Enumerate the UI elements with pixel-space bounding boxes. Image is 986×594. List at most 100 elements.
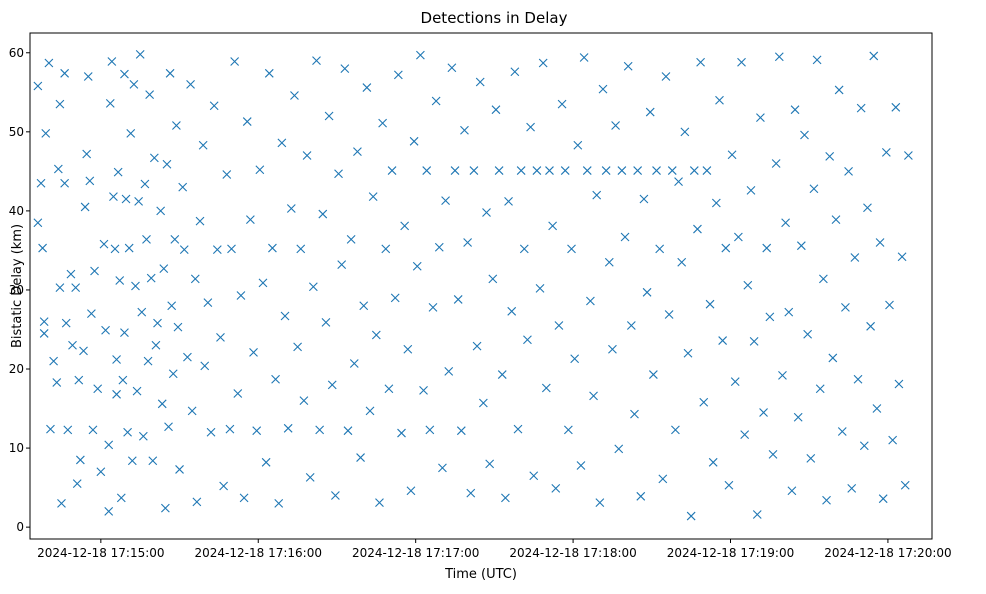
data-point xyxy=(460,125,469,135)
data-point xyxy=(595,498,605,508)
data-point xyxy=(236,291,246,300)
x-tick-label: 2024-12-18 17:17:00 xyxy=(352,546,479,560)
y-axis-label: Bistatic Delay (km) xyxy=(10,224,25,348)
data-point xyxy=(639,194,649,204)
data-point xyxy=(79,346,88,356)
data-point xyxy=(762,243,772,253)
data-point xyxy=(167,301,177,311)
data-point xyxy=(75,455,85,465)
data-point xyxy=(891,102,901,112)
data-point xyxy=(113,167,123,177)
data-point xyxy=(409,136,419,146)
data-point xyxy=(140,179,150,189)
data-point xyxy=(501,493,510,503)
x-tick-label: 2024-12-18 17:20:00 xyxy=(824,546,951,560)
data-point xyxy=(504,197,513,206)
data-point xyxy=(900,480,910,490)
data-point xyxy=(781,218,790,228)
data-point xyxy=(38,243,47,253)
plot-area-frame xyxy=(29,32,933,540)
data-point xyxy=(172,121,181,130)
data-point xyxy=(115,276,125,285)
data-point xyxy=(416,50,425,60)
data-point xyxy=(793,412,803,422)
data-point xyxy=(756,113,765,122)
data-point xyxy=(844,166,853,176)
y-tick-label: 60 xyxy=(9,46,24,60)
data-point xyxy=(233,389,243,398)
data-point xyxy=(105,98,115,108)
data-point xyxy=(689,166,699,175)
data-point xyxy=(393,70,403,80)
data-point xyxy=(648,370,658,379)
data-point xyxy=(529,471,539,481)
data-point xyxy=(264,68,274,78)
data-point xyxy=(131,281,140,291)
data-point xyxy=(752,510,762,519)
data-point xyxy=(803,329,813,339)
data-point xyxy=(63,425,73,435)
data-point xyxy=(312,56,321,66)
data-point xyxy=(203,298,213,307)
data-point xyxy=(49,356,59,366)
data-point xyxy=(642,287,652,297)
data-point xyxy=(46,424,55,434)
data-point xyxy=(308,282,318,292)
data-point xyxy=(225,424,235,434)
data-point xyxy=(135,49,145,59)
data-point xyxy=(677,257,687,267)
data-point xyxy=(680,127,690,137)
data-point xyxy=(110,244,120,254)
data-point xyxy=(242,117,252,126)
x-tick-label: 2024-12-18 17:18:00 xyxy=(509,546,636,560)
data-point xyxy=(523,335,532,345)
data-point xyxy=(261,457,271,467)
data-point xyxy=(831,215,841,224)
data-point xyxy=(412,261,422,271)
y-tick-label: 0 xyxy=(16,520,24,534)
data-point xyxy=(346,234,356,244)
data-point xyxy=(573,140,583,150)
data-point xyxy=(353,147,362,156)
data-point xyxy=(368,192,378,202)
data-point xyxy=(796,241,806,251)
data-point xyxy=(516,166,526,175)
data-point xyxy=(601,166,611,175)
data-point xyxy=(175,465,184,474)
data-point xyxy=(60,178,70,188)
data-point xyxy=(774,52,784,62)
y-tick-label: 30 xyxy=(9,283,24,297)
data-point xyxy=(146,273,156,283)
data-point xyxy=(57,499,66,508)
data-point xyxy=(61,318,71,328)
data-point xyxy=(497,370,507,379)
data-point xyxy=(340,64,350,73)
data-point xyxy=(784,307,794,317)
data-point xyxy=(866,321,875,331)
data-point xyxy=(245,215,255,224)
data-point xyxy=(740,430,750,440)
data-point xyxy=(708,457,718,467)
data-point xyxy=(661,72,671,81)
data-point xyxy=(343,426,353,436)
data-point xyxy=(179,245,189,255)
data-point xyxy=(878,494,888,504)
data-point xyxy=(107,57,117,66)
data-point xyxy=(227,244,236,254)
data-point xyxy=(859,441,869,451)
data-point xyxy=(93,384,103,394)
data-point xyxy=(53,164,63,174)
data-point xyxy=(302,151,312,160)
data-point xyxy=(87,309,96,319)
data-point xyxy=(582,166,592,175)
data-point xyxy=(118,375,128,385)
data-point xyxy=(371,330,381,340)
data-point xyxy=(456,426,466,436)
data-point xyxy=(143,356,153,366)
data-point xyxy=(321,317,331,327)
data-point xyxy=(903,151,913,160)
data-point xyxy=(721,243,731,253)
data-point xyxy=(683,348,693,358)
data-point xyxy=(96,467,106,477)
